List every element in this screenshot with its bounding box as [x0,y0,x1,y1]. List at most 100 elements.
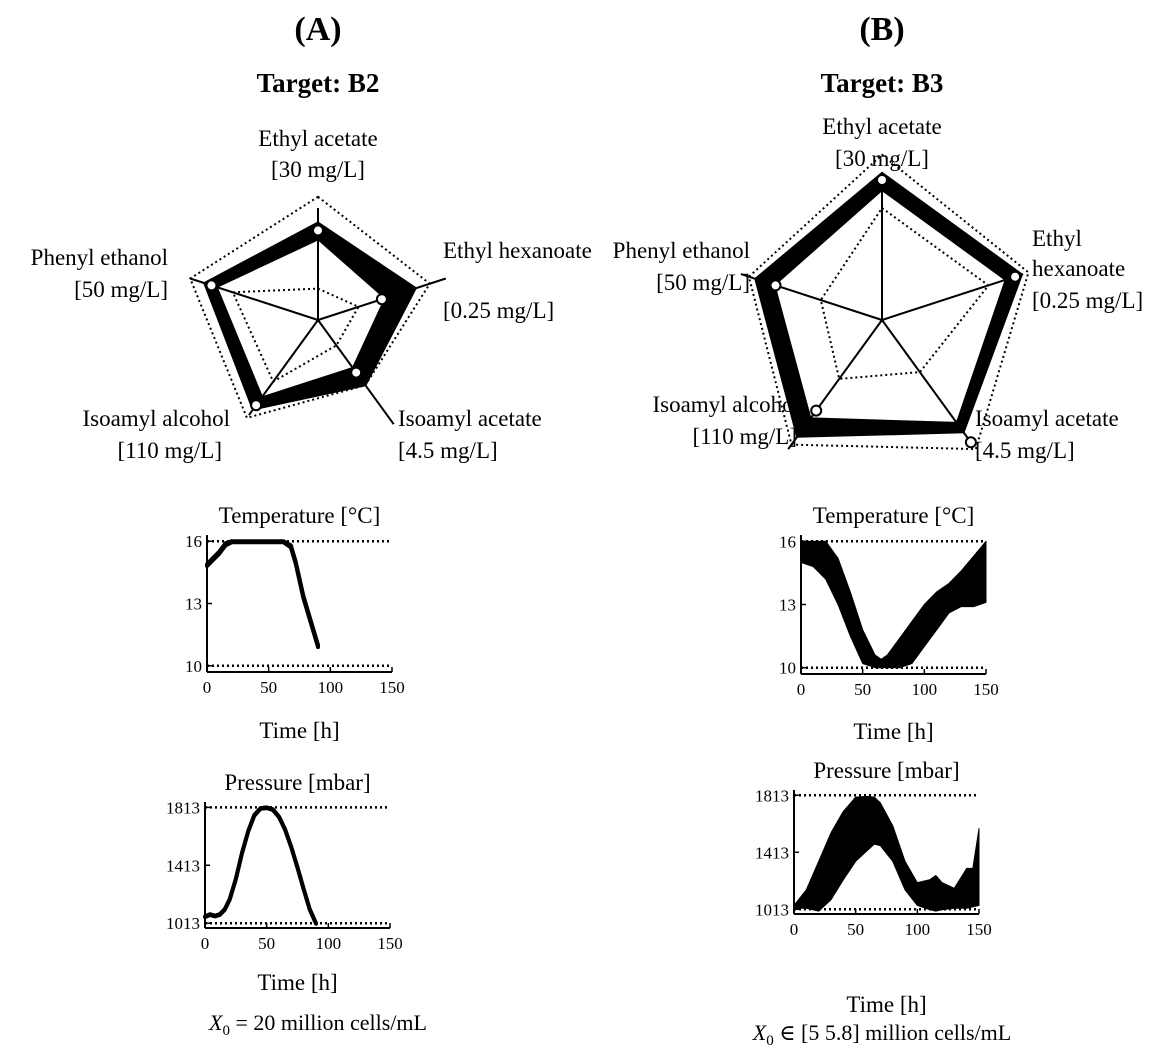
data-series [205,539,320,650]
radar-spoke [740,273,883,321]
y-tick-label: 13 [779,596,796,615]
radar-spoke [787,319,883,450]
radar-a-label-ethyl-hexanoate: Ethyl hexanoate [443,238,592,263]
panel-b-label: (B) [859,11,904,48]
chart-title: Pressure [mbar] [224,770,370,795]
radar-inner-bound [231,287,360,384]
x-axis-label: Time [h] [846,992,926,1017]
temperature-chart-a: Temperature [°C] 0 50 100 150 10 13 16 Time [h] [185,503,405,743]
y-tick-label: 16 [185,532,202,551]
radar-b-label-ethyl: Ethyl [1032,226,1082,251]
radar-chart-a [188,195,447,425]
chart-title: Pressure [mbar] [813,758,959,783]
x-tick-label: 0 [797,680,806,699]
x-axis-label: Time [h] [257,970,337,995]
x-tick-label: 50 [854,680,871,699]
pressure-chart-b: Pressure [mbar] 0 50 100 150 1013 1413 1813 Time… [755,758,992,1017]
radar-b-label-hexanoate: hexanoate [1032,256,1125,281]
data-series [203,805,318,926]
temperature-chart-b: Temperature [°C] 0 50 100 150 10 13 16 Time [h] [779,503,999,744]
x-tick-label: 100 [905,920,931,939]
x-tick-label: 0 [790,920,799,939]
radar-b-unit-isoamyl-alcohol: [110 mg/L] [692,424,797,449]
y-tick-label: 1413 [755,843,789,862]
radar-b-unit-phenyl-ethanol: [50 mg/L] [656,270,750,295]
radar-chart-b [740,153,1030,451]
radar-spoke [881,273,1024,321]
x-tick-label: 0 [201,934,210,953]
footer-a-symbol: X [208,1010,224,1035]
footer-b-text: ∈ [5 5.8] million cells/mL [774,1020,1011,1045]
radar-target-point [350,366,363,379]
radar-spoke [248,319,319,416]
radar-a-unit-isoamyl-acetate: [4.5 mg/L] [398,438,498,463]
radar-target-point [769,279,782,292]
radar-band [203,221,418,411]
x-tick-label: 100 [912,680,938,699]
radar-outer-bound [188,195,432,420]
radar-a-label-phenyl-ethanol: Phenyl ethanol [31,245,168,270]
radar-band [754,171,1024,438]
radar-b-label-phenyl-ethanol: Phenyl ethanol [613,238,750,263]
footer-a-text: = 20 million cells/mL [230,1010,427,1035]
y-tick-label: 10 [779,659,796,678]
radar-target-point [964,436,977,449]
footer-a-subscript: 0 [223,1023,231,1039]
radar-b-unit-ethyl-hexanoate: [0.25 mg/L] [1032,288,1143,313]
footer-a: X0 = 20 million cells/mL [208,1010,427,1039]
footer-b-symbol: X [752,1020,768,1045]
radar-target-point [312,224,324,237]
y-tick-label: 1013 [755,900,789,919]
radar-target-point [876,174,888,186]
x-tick-label: 0 [203,678,212,697]
chart-title: Temperature [°C] [813,503,974,528]
y-tick-label: 16 [779,532,796,551]
radar-a-unit-ethyl-hexanoate: [0.25 mg/L] [443,298,554,323]
y-tick-label: 1813 [166,798,200,817]
radar-a-unit-phenyl-ethanol: [50 mg/L] [74,277,168,302]
x-tick-label: 50 [847,920,864,939]
footer-b-subscript: 0 [766,1033,774,1049]
x-tick-label: 150 [379,678,405,697]
panel-a-label: (A) [294,11,341,48]
radar-target-point [1009,270,1022,283]
radar-target-point [205,279,218,292]
x-tick-label: 150 [973,680,999,699]
radar-spoke [881,319,974,446]
radar-b-unit-ethyl-acetate: [30 mg/L] [835,146,929,171]
panel-a-title: Target: B2 [257,68,380,98]
radar-a-label-ethyl-acetate: Ethyl acetate [258,126,377,151]
x-axis-label: Time [h] [259,718,339,743]
x-tick-label: 150 [966,920,992,939]
x-tick-label: 50 [260,678,277,697]
radar-target-point [375,293,388,306]
radar-b-unit-isoamyl-acetate: [4.5 mg/L] [975,438,1075,463]
radar-outer-bound [747,153,1030,451]
data-series [800,540,987,669]
panel-b-title: Target: B3 [821,68,944,98]
x-tick-label: 50 [258,934,275,953]
y-tick-label: 1413 [166,856,200,875]
radar-target-point [250,399,263,412]
x-tick-label: 100 [316,934,342,953]
radar-a-unit-ethyl-acetate: [30 mg/L] [271,157,365,182]
radar-b-label-ethyl-acetate: Ethyl acetate [822,114,941,139]
radar-b-label-isoamyl-acetate: Isoamyl acetate [975,406,1119,431]
radar-a-label-isoamyl-alcohol: Isoamyl alcohol [82,406,230,431]
radar-b-label-isoamyl-alcohol: Isoamyl alcohol [652,392,800,417]
y-tick-label: 1813 [755,786,789,805]
radar-a-label-isoamyl-acetate: Isoamyl acetate [398,406,542,431]
radar-a-unit-isoamyl-alcohol: [110 mg/L] [117,438,222,463]
x-axis-label: Time [h] [853,719,933,744]
data-series [793,795,980,912]
footer-b: X0 ∈ [5 5.8] million cells/mL [752,1020,1011,1049]
x-tick-label: 150 [377,934,403,953]
radar-target-point [810,404,823,417]
y-tick-label: 1013 [166,914,200,933]
y-tick-label: 10 [185,657,202,676]
x-tick-label: 100 [318,678,344,697]
pressure-chart-a: Pressure [mbar] 0 50 100 150 1013 1413 1813 Time… [166,770,403,995]
y-tick-label: 13 [185,595,202,614]
chart-title: Temperature [°C] [219,503,380,528]
